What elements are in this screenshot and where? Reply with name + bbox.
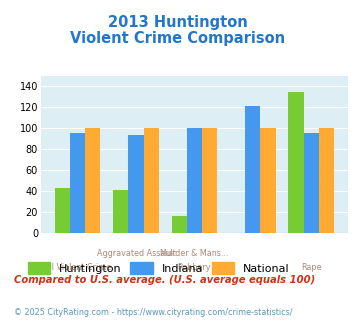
Bar: [319, 128, 334, 233]
Bar: [202, 128, 217, 233]
Bar: [113, 190, 129, 233]
Bar: [70, 133, 85, 233]
Text: All Violent Crime: All Violent Crime: [44, 263, 111, 272]
Bar: [288, 91, 304, 233]
Bar: [85, 128, 100, 233]
Text: Compared to U.S. average. (U.S. average equals 100): Compared to U.S. average. (U.S. average …: [14, 276, 316, 285]
Bar: [171, 216, 187, 233]
Legend: Huntington, Indiana, National: Huntington, Indiana, National: [23, 258, 294, 278]
Text: Aggravated Assault: Aggravated Assault: [97, 249, 175, 258]
Text: Robbery: Robbery: [178, 263, 211, 272]
Bar: [55, 188, 70, 233]
Bar: [143, 128, 159, 233]
Text: 2013 Huntington: 2013 Huntington: [108, 15, 247, 30]
Bar: [304, 133, 319, 233]
Bar: [260, 128, 275, 233]
Bar: [129, 135, 143, 233]
Bar: [187, 128, 202, 233]
Text: Rape: Rape: [301, 263, 321, 272]
Text: © 2025 CityRating.com - https://www.cityrating.com/crime-statistics/: © 2025 CityRating.com - https://www.city…: [14, 308, 293, 317]
Bar: [245, 106, 260, 233]
Text: Violent Crime Comparison: Violent Crime Comparison: [70, 31, 285, 46]
Text: Murder & Mans...: Murder & Mans...: [160, 249, 229, 258]
